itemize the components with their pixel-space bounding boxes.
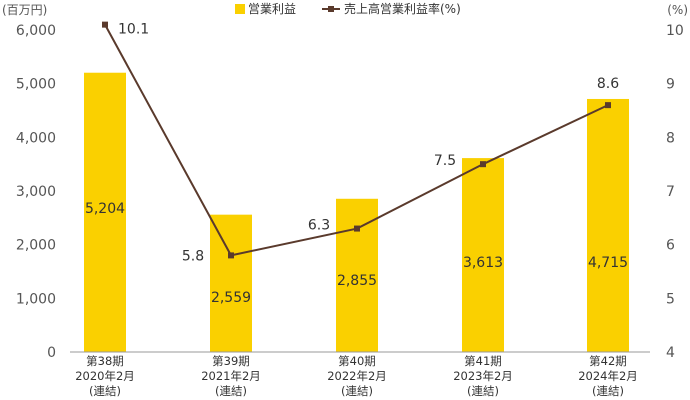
category-label: 第41期 [464, 354, 502, 368]
bar [462, 158, 504, 352]
legend-bar-label: 営業利益 [248, 2, 296, 16]
ratio-point [605, 102, 611, 109]
right-axis: (%) 4 5 6 7 8 9 10 [666, 3, 688, 361]
category-label: (連結) [341, 384, 373, 398]
ratio-value-label: 10.1 [118, 22, 149, 38]
ratio-point [354, 225, 360, 232]
category-label: 第40期 [338, 354, 376, 368]
left-tick-label: 3,000 [16, 184, 56, 200]
left-tick-label: 0 [47, 345, 56, 361]
bar-value-label: 2,559 [211, 290, 251, 306]
right-tick-label: 7 [666, 184, 675, 200]
bar [210, 214, 252, 352]
left-tick-label: 5,000 [16, 77, 56, 93]
category-label: (連結) [467, 384, 499, 398]
ratio-point [228, 252, 234, 259]
category-label: 2023年2月 [453, 369, 513, 383]
category-label: (連結) [89, 384, 121, 398]
category-label: 2021年2月 [201, 369, 261, 383]
right-tick-label: 6 [666, 238, 675, 254]
right-tick-label: 4 [666, 345, 675, 361]
legend-bar-swatch [235, 4, 245, 14]
left-tick-label: 6,000 [16, 23, 56, 39]
category-label: 2022年2月 [327, 369, 387, 383]
right-tick-label: 5 [666, 291, 675, 307]
ratio-point [102, 21, 108, 28]
ratio-value-label: 7.5 [434, 153, 456, 169]
category-label: 2020年2月 [75, 369, 135, 383]
left-axis: (百万円) 0 1,000 2,000 3,000 4,000 5,000 6,000 [2, 3, 56, 361]
category-label: 第42期 [589, 354, 627, 368]
category-label: (連結) [592, 384, 624, 398]
category-label: 第38期 [86, 354, 124, 368]
line-series: 10.1 5.8 6.3 7.5 8.6 [102, 21, 619, 264]
category-label: (連結) [215, 384, 247, 398]
right-tick-label: 10 [666, 23, 684, 39]
category-labels: 第38期2020年2月(連結)第39期2021年2月(連結)第40期2022年2… [75, 354, 638, 398]
left-tick-label: 1,000 [16, 291, 56, 307]
ratio-point [480, 161, 486, 168]
bar-value-label: 3,613 [463, 255, 503, 271]
bar-value-label: 2,855 [337, 273, 377, 289]
ratio-value-label: 8.6 [597, 76, 619, 92]
left-tick-label: 4,000 [16, 130, 56, 146]
ratio-value-label: 5.8 [182, 248, 204, 264]
left-axis-unit: (百万円) [2, 3, 47, 17]
legend: 営業利益 売上高営業利益率(%) [235, 1, 461, 16]
bar-series: 5,204 2,559 2,855 3,613 4,715 [84, 72, 629, 353]
category-label: 第39期 [212, 354, 250, 368]
legend-line-marker [328, 6, 334, 12]
right-tick-label: 9 [666, 77, 675, 93]
category-label: 2024年2月 [578, 369, 638, 383]
left-tick-label: 2,000 [16, 238, 56, 254]
bar [587, 98, 629, 352]
right-axis-unit: (%) [667, 3, 688, 17]
bar-value-label: 5,204 [85, 201, 125, 217]
ratio-value-label: 6.3 [308, 218, 330, 234]
bar-value-label: 4,715 [588, 255, 628, 271]
bar [84, 72, 126, 353]
right-tick-label: 8 [666, 130, 675, 146]
bar [336, 198, 378, 352]
legend-line-label: 売上高営業利益率(%) [344, 1, 461, 16]
